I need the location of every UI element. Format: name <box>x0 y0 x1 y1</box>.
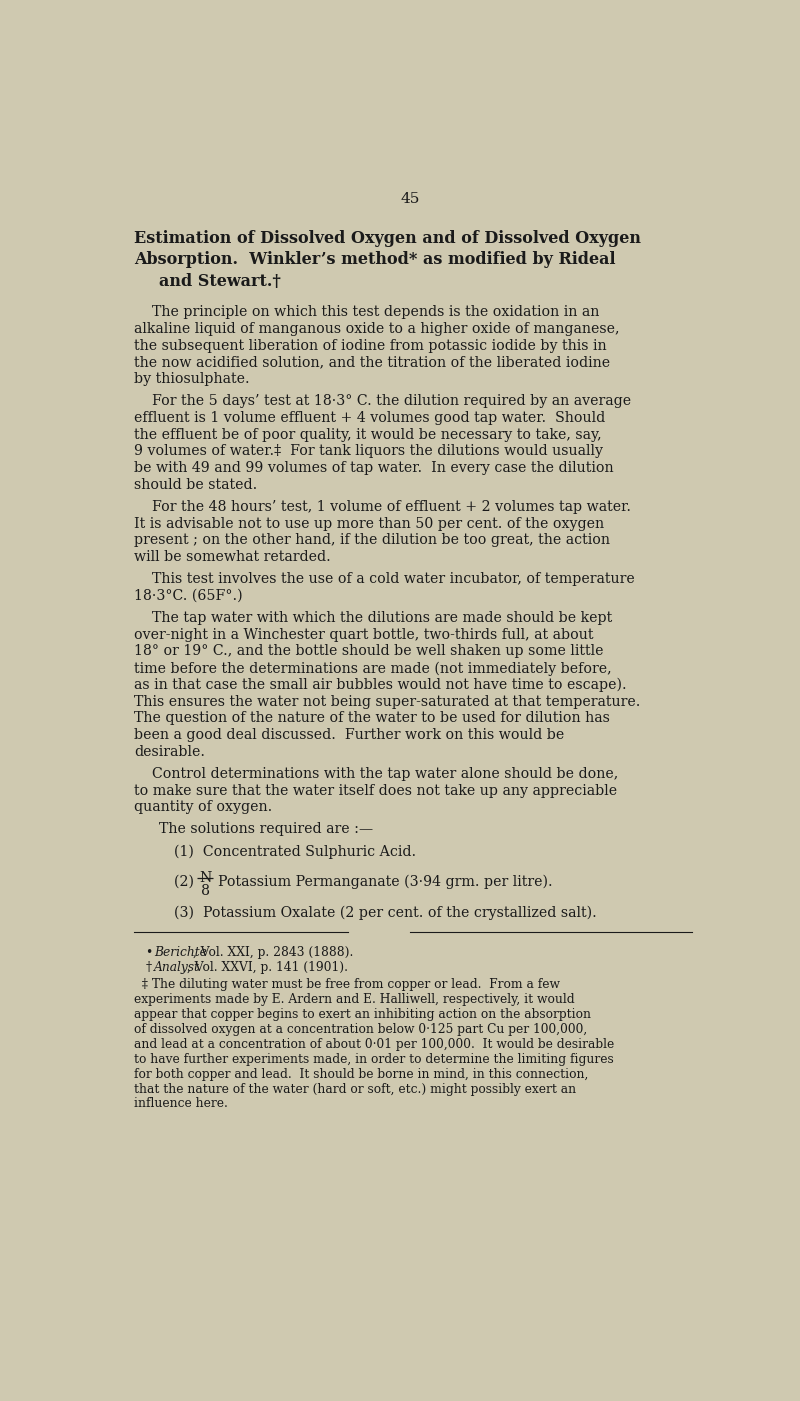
Text: 45: 45 <box>400 192 420 206</box>
Text: been a good deal discussed.  Further work on this would be: been a good deal discussed. Further work… <box>134 729 564 743</box>
Text: N: N <box>199 871 211 885</box>
Text: the subsequent liberation of iodine from potassic iodide by this in: the subsequent liberation of iodine from… <box>134 339 606 353</box>
Text: to make sure that the water itself does not take up any appreciable: to make sure that the water itself does … <box>134 783 618 797</box>
Text: For the 48 hours’ test, 1 volume of effluent + 2 volumes tap water.: For the 48 hours’ test, 1 volume of effl… <box>134 500 631 514</box>
Text: Potassium Permanganate (3·94 grm. per litre).: Potassium Permanganate (3·94 grm. per li… <box>218 874 553 888</box>
Text: For the 5 days’ test at 18·3° C. the dilution required by an average: For the 5 days’ test at 18·3° C. the dil… <box>134 394 631 408</box>
Text: 8: 8 <box>201 884 210 898</box>
Text: Control determinations with the tap water alone should be done,: Control determinations with the tap wate… <box>134 766 618 780</box>
Text: 18° or 19° C., and the bottle should be well shaken up some little: 18° or 19° C., and the bottle should be … <box>134 644 604 658</box>
Text: (3)  Potassium Oxalate (2 per cent. of the crystallized salt).: (3) Potassium Oxalate (2 per cent. of th… <box>174 906 597 920</box>
Text: 9 volumes of water.‡  For tank liquors the dilutions would usually: 9 volumes of water.‡ For tank liquors th… <box>134 444 603 458</box>
Text: Estimation of Dissolved Oxygen and of Dissolved Oxygen: Estimation of Dissolved Oxygen and of Di… <box>134 230 641 247</box>
Text: time before the determinations are made (not immediately before,: time before the determinations are made … <box>134 661 612 675</box>
Text: to have further experiments made, in order to determine the limiting figures: to have further experiments made, in ord… <box>134 1052 614 1066</box>
Text: should be stated.: should be stated. <box>134 478 258 492</box>
Text: quantity of oxygen.: quantity of oxygen. <box>134 800 272 814</box>
Text: This ensures the water not being super-saturated at that temperature.: This ensures the water not being super-s… <box>134 695 641 709</box>
Text: (1)  Concentrated Sulphuric Acid.: (1) Concentrated Sulphuric Acid. <box>174 845 417 859</box>
Text: †: † <box>146 961 157 974</box>
Text: will be somewhat retarded.: will be somewhat retarded. <box>134 551 331 565</box>
Text: It is advisable not to use up more than 50 per cent. of the oxygen: It is advisable not to use up more than … <box>134 517 604 531</box>
Text: experiments made by E. Ardern and E. Halliwell, respectively, it would: experiments made by E. Ardern and E. Hal… <box>134 993 574 1006</box>
Text: 18·3°C. (65F°.): 18·3°C. (65F°.) <box>134 588 242 602</box>
Text: The tap water with which the dilutions are made should be kept: The tap water with which the dilutions a… <box>134 611 612 625</box>
Text: ‡ The diluting water must be free from copper or lead.  From a few: ‡ The diluting water must be free from c… <box>134 978 560 992</box>
Text: be with 49 and 99 volumes of tap water.  In every case the dilution: be with 49 and 99 volumes of tap water. … <box>134 461 614 475</box>
Text: influence here.: influence here. <box>134 1097 228 1111</box>
Text: as in that case the small air bubbles would not have time to escape).: as in that case the small air bubbles wo… <box>134 678 626 692</box>
Text: (2): (2) <box>174 874 199 888</box>
Text: alkaline liquid of manganous oxide to a higher oxide of manganese,: alkaline liquid of manganous oxide to a … <box>134 322 620 336</box>
Text: and lead at a concentration of about 0·01 per 100,000.  It would be desirable: and lead at a concentration of about 0·0… <box>134 1038 614 1051</box>
Text: Absorption.  Winkler’s method* as modified by Rideal: Absorption. Winkler’s method* as modifie… <box>134 251 616 268</box>
Text: of dissolved oxygen at a concentration below 0·125 part Cu per 100,000,: of dissolved oxygen at a concentration b… <box>134 1023 587 1037</box>
Text: by thiosulphate.: by thiosulphate. <box>134 373 250 387</box>
Text: Analyst: Analyst <box>154 961 200 974</box>
Text: for both copper and lead.  It should be borne in mind, in this connection,: for both copper and lead. It should be b… <box>134 1068 589 1080</box>
Text: present ; on the other hand, if the dilution be too great, the action: present ; on the other hand, if the dilu… <box>134 534 610 548</box>
Text: that the nature of the water (hard or soft, etc.) might possibly exert an: that the nature of the water (hard or so… <box>134 1083 576 1096</box>
Text: The question of the nature of the water to be used for dilution has: The question of the nature of the water … <box>134 712 610 726</box>
Text: over-night in a Winchester quart bottle, two-thirds full, at about: over-night in a Winchester quart bottle,… <box>134 628 594 642</box>
Text: Berichte: Berichte <box>154 947 207 960</box>
Text: appear that copper begins to exert an inhibiting action on the absorption: appear that copper begins to exert an in… <box>134 1009 591 1021</box>
Text: effluent is 1 volume effluent + 4 volumes good tap water.  Should: effluent is 1 volume effluent + 4 volume… <box>134 410 606 425</box>
Text: The solutions required are :—: The solutions required are :— <box>159 822 373 836</box>
Text: and Stewart.†: and Stewart.† <box>159 273 281 290</box>
Text: This test involves the use of a cold water incubator, of temperature: This test involves the use of a cold wat… <box>134 572 635 586</box>
Text: the effluent be of poor quality, it would be necessary to take, say,: the effluent be of poor quality, it woul… <box>134 427 602 441</box>
Text: desirable.: desirable. <box>134 745 205 759</box>
Text: , Vol. XXI, p. 2843 (1888).: , Vol. XXI, p. 2843 (1888). <box>193 947 354 960</box>
Text: The principle on which this test depends is the oxidation in an: The principle on which this test depends… <box>134 305 599 319</box>
Text: •: • <box>146 947 158 960</box>
Text: , Vol. XXVI, p. 141 (1901).: , Vol. XXVI, p. 141 (1901). <box>187 961 348 974</box>
Text: the now acidified solution, and the titration of the liberated iodine: the now acidified solution, and the titr… <box>134 356 610 370</box>
